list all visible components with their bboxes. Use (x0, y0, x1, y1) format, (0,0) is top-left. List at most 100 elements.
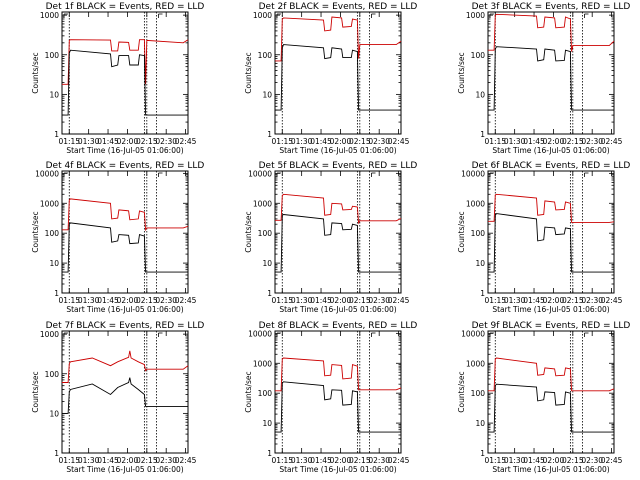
panel-title: Det 2f BLACK = Events, RED = LLD (259, 2, 418, 12)
plot-frame (274, 170, 402, 294)
y-tick-label: 1000 (40, 11, 59, 20)
corner-mark (371, 13, 376, 18)
plot-frame (487, 11, 615, 135)
x-tick-label: 02:30 (581, 296, 603, 305)
x-tick-label: 01:30 (504, 296, 526, 305)
panel-det-8: Det 8f BLACK = Events, RED = LLD 1 10 100 10… (244, 321, 417, 474)
x-tick-label: 01:30 (504, 456, 526, 465)
x-tick-label: 01:30 (504, 137, 526, 146)
plot-frame (61, 11, 189, 135)
x-axis-label: Start Time (16-Jul-05 01:06:00) (279, 146, 396, 155)
y-tick-label: 10 (262, 419, 272, 428)
x-tick-label: 01:45 (523, 456, 545, 465)
y-tick-label: 1000 (466, 199, 485, 208)
corner-mark (276, 332, 281, 337)
y-axis-label: Counts/sec (31, 371, 40, 412)
x-tick-label: 02:00 (543, 137, 565, 146)
x-tick-label: 02:15 (136, 296, 158, 305)
panel-title: Det 7f BLACK = Events, RED = LLD (46, 321, 205, 331)
y-tick-label: 1000 (466, 359, 485, 368)
x-tick-label: 01:15 (484, 456, 506, 465)
panel-det-6: Det 6f BLACK = Events, RED = LLD 1 10 100 10… (457, 161, 630, 314)
y-tick-label: 10 (49, 259, 59, 268)
events-series-line (62, 377, 188, 414)
x-tick-label: 02:15 (349, 296, 371, 305)
lld-series-line (275, 193, 402, 225)
panel-det-5: Det 5f BLACK = Events, RED = LLD 1 10 100 10… (244, 161, 417, 314)
x-tick-label: 02:45 (175, 456, 197, 465)
corner-mark (489, 332, 494, 337)
plot-frame (487, 330, 615, 454)
x-tick-label: 02:00 (330, 456, 352, 465)
y-axis-label: Counts/sec (244, 371, 253, 412)
y-tick-label: 1 (267, 289, 272, 298)
corner-mark (584, 172, 589, 177)
x-tick-label: 01:45 (310, 137, 332, 146)
y-axis-label: Counts/sec (31, 211, 40, 252)
corner-mark (489, 172, 494, 177)
x-tick-label: 02:00 (543, 456, 565, 465)
y-tick-label: 100 (471, 229, 486, 238)
x-tick-label: 01:30 (291, 456, 313, 465)
events-series-line (275, 381, 401, 433)
y-tick-label: 1 (480, 449, 485, 458)
x-tick-label: 02:45 (175, 137, 197, 146)
corner-mark (276, 13, 281, 18)
y-tick-label: 10 (49, 90, 59, 99)
x-tick-label: 02:15 (136, 137, 158, 146)
lld-series-line (275, 357, 402, 392)
lld-series-line (62, 198, 189, 232)
panel-det-9: Det 9f BLACK = Events, RED = LLD 1 10 100 10… (457, 321, 630, 474)
x-tick-label: 01:45 (523, 137, 545, 146)
y-axis-label: Counts/sec (457, 371, 466, 412)
corner-mark (63, 332, 68, 337)
events-series-line (488, 213, 614, 273)
y-tick-label: 1 (54, 289, 59, 298)
corner-mark (489, 13, 494, 18)
y-tick-label: 1 (480, 130, 485, 139)
x-tick-label: 02:15 (349, 137, 371, 146)
x-tick-label: 02:15 (562, 137, 584, 146)
y-tick-label: 1000 (253, 359, 272, 368)
x-tick-label: 01:15 (58, 296, 80, 305)
lld-series-line (488, 357, 615, 392)
x-tick-label: 02:45 (601, 296, 623, 305)
y-tick-label: 10 (262, 259, 272, 268)
x-axis-label: Start Time (16-Jul-05 01:06:00) (279, 305, 396, 314)
x-tick-label: 01:15 (58, 456, 80, 465)
x-tick-label: 02:45 (175, 296, 197, 305)
y-tick-label: 1 (267, 130, 272, 139)
x-tick-label: 01:45 (523, 296, 545, 305)
y-tick-label: 10000 (461, 169, 485, 178)
x-tick-label: 02:00 (330, 296, 352, 305)
x-tick-label: 02:30 (368, 137, 390, 146)
x-axis-label: Start Time (16-Jul-05 01:06:00) (492, 146, 609, 155)
corner-mark (63, 13, 68, 18)
x-tick-label: 02:30 (368, 296, 390, 305)
x-tick-label: 01:30 (291, 137, 313, 146)
x-tick-label: 01:15 (484, 296, 506, 305)
x-axis-label: Start Time (16-Jul-05 01:06:00) (279, 465, 396, 474)
y-tick-label: 100 (471, 51, 486, 60)
lld-series-line (488, 193, 615, 223)
panel-title: Det 9f BLACK = Events, RED = LLD (472, 321, 631, 331)
corner-mark (584, 332, 589, 337)
corner-mark (371, 172, 376, 177)
x-tick-label: 01:45 (97, 456, 119, 465)
y-axis-label: Counts/sec (457, 52, 466, 93)
events-series-line (275, 214, 401, 273)
plot-frame (274, 330, 402, 454)
y-tick-label: 1000 (40, 330, 59, 339)
x-tick-label: 02:30 (155, 456, 177, 465)
x-tick-label: 01:30 (78, 137, 100, 146)
plot-frame (274, 11, 402, 135)
panel-title: Det 6f BLACK = Events, RED = LLD (472, 161, 631, 171)
y-axis-label: Counts/sec (244, 211, 253, 252)
x-tick-label: 01:30 (78, 296, 100, 305)
panel-det-1: Det 1f BLACK = Events, RED = LLD 1 10 100 10… (31, 2, 204, 155)
y-axis-label: Counts/sec (244, 52, 253, 93)
x-tick-label: 02:30 (581, 137, 603, 146)
corner-mark (158, 172, 163, 177)
y-tick-label: 1000 (40, 199, 59, 208)
events-series-line (488, 46, 614, 111)
